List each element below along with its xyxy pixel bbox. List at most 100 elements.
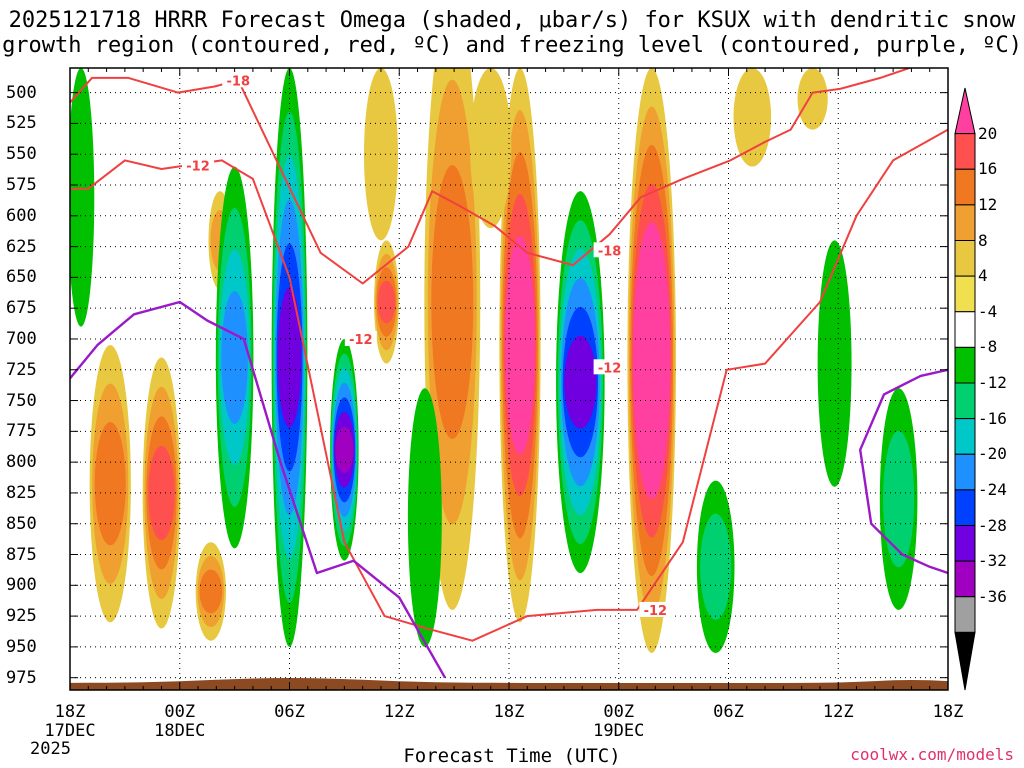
colorbar-label: -12: [978, 373, 1007, 392]
omega-band-14-0: [817, 240, 852, 487]
label-minus18-b-bg: [593, 242, 626, 258]
colorbar-swatch-1: [954, 133, 976, 170]
colorbar-swatch-7: [954, 346, 976, 384]
y-tick-label: 875: [6, 544, 37, 565]
y-tick-label: 550: [6, 144, 37, 165]
y-tick-label: 725: [6, 359, 37, 380]
colorbar-swatch-5: [954, 275, 976, 313]
omega-band-9-5: [277, 287, 302, 428]
omega-band-12-0: [70, 68, 95, 327]
x-tick-date-label: 18DEC: [154, 721, 206, 741]
omega-band-11-3: [221, 291, 248, 424]
x-tick-label: 12Z: [383, 702, 415, 722]
colorbar: [954, 87, 976, 691]
y-tick-label: 850: [6, 513, 37, 534]
colorbar-label: 16: [978, 159, 998, 179]
y-tick-label: 750: [6, 390, 37, 411]
y-tick-label: 975: [6, 667, 37, 688]
contour-freezing-level: [70, 300, 447, 679]
colorbar-top-arrow: [954, 87, 976, 135]
label-minus12-c: -12: [598, 361, 622, 376]
credit-link[interactable]: coolwx.com/models: [850, 745, 1014, 764]
y-tick-label: 675: [6, 298, 37, 319]
y-tick-label: 900: [6, 575, 37, 596]
y-tick-label: 525: [6, 113, 37, 134]
label-minus12-a: -12: [186, 159, 210, 174]
colorbar-swatch-10: [954, 453, 976, 491]
colorbar-label: -8: [978, 337, 998, 357]
x-axis-label: Forecast Time (UTC): [403, 745, 621, 767]
colorbar-label: -20: [978, 444, 1007, 464]
colorbar-label: 12: [978, 194, 998, 214]
colorbar-label: -32: [978, 551, 1007, 571]
y-tick-label: 650: [6, 267, 37, 288]
omega-band-2-2: [431, 165, 474, 439]
y-tick-label: 800: [6, 452, 37, 473]
x-tick-label: 00Z: [603, 702, 635, 722]
x-tick-label: 12Z: [822, 702, 854, 722]
axis-frame: [69, 67, 949, 691]
colorbar-label: -4: [978, 301, 998, 321]
x-tick-date-label: 19DEC: [593, 721, 645, 741]
colorbar-swatch-6: [954, 311, 976, 348]
x-tick-label: 18Z: [493, 702, 525, 722]
label-minus12-a-bg: [182, 157, 215, 173]
omega-band-10-6: [335, 426, 354, 474]
y-tick-label: 575: [6, 175, 37, 195]
omega-band-0-5: [506, 277, 534, 413]
x-tick-label: 00Z: [164, 702, 196, 722]
y-tick-label: 600: [6, 205, 37, 226]
label-minus12-c-bg: [593, 359, 626, 375]
x-tick-label: 18Z: [54, 702, 86, 722]
omega-band-15-1: [883, 430, 915, 568]
colorbar-swatch-2: [954, 168, 976, 206]
contour-layer: -18 -12 -18 -12 -12 -12: [70, 68, 948, 679]
y-tick-label: 625: [6, 236, 37, 257]
omega-band-16-0: [407, 388, 442, 647]
x-tick-year-label: 2025: [30, 739, 71, 759]
y-tick-label: 825: [6, 482, 37, 503]
label-minus12-d: -12: [644, 604, 668, 619]
x-tick-label: 06Z: [274, 702, 305, 722]
label-minus18-a: -18: [227, 74, 251, 89]
colorbar-swatch-12: [954, 525, 976, 562]
label-minus18-b: -18: [598, 244, 622, 259]
colorbar-label: 8: [978, 230, 988, 250]
y-tick-label: 925: [6, 606, 37, 627]
colorbar-swatch-4: [954, 240, 976, 277]
contour-dgz-minus18: [70, 68, 913, 285]
omega-band-1-6: [636, 298, 668, 423]
label-minus18-a-bg: [222, 72, 255, 88]
colorbar-label: -24: [978, 479, 1007, 499]
chart-title-line-2: growth region (contoured, red, ºC) and f…: [2, 33, 1022, 58]
colorbar-bottom-arrow: [954, 631, 976, 691]
omega-band-19-0: [733, 68, 772, 167]
omega-band-13-1: [700, 513, 732, 620]
omega-band-5-3: [148, 445, 175, 541]
colorbar-label: -28: [978, 515, 1007, 535]
colorbar-label: -36: [978, 586, 1007, 606]
colorbar-label: 4: [978, 266, 988, 286]
omega-band-17-0: [470, 68, 512, 229]
omega-band-8-5: [564, 335, 597, 429]
colorbar-label: -16: [978, 408, 1007, 428]
y-tick-label: 500: [6, 82, 37, 103]
colorbar-swatch-13: [954, 560, 976, 598]
omega-band-6-2: [199, 569, 223, 614]
y-tick-label: 775: [6, 421, 37, 442]
contour-dgz-minus12: [70, 128, 948, 642]
colorbar-swatch-9: [954, 418, 976, 455]
x-tick-label: 06Z: [713, 702, 744, 722]
label-minus12-b-bg: [344, 330, 377, 346]
omega-band-3-3: [377, 280, 396, 324]
colorbar-label: 20: [978, 123, 998, 143]
label-minus12-b: -12: [349, 333, 373, 348]
contour-freezing-level-east: [859, 368, 948, 575]
colorbar-swatch-14: [954, 596, 976, 633]
y-tick-label: 700: [6, 328, 37, 349]
colorbar-swatch-3: [954, 204, 976, 241]
x-tick-label: 18Z: [932, 702, 964, 722]
omega-band-4-2: [94, 422, 126, 546]
x-tick-date-label: 17DEC: [44, 721, 96, 741]
